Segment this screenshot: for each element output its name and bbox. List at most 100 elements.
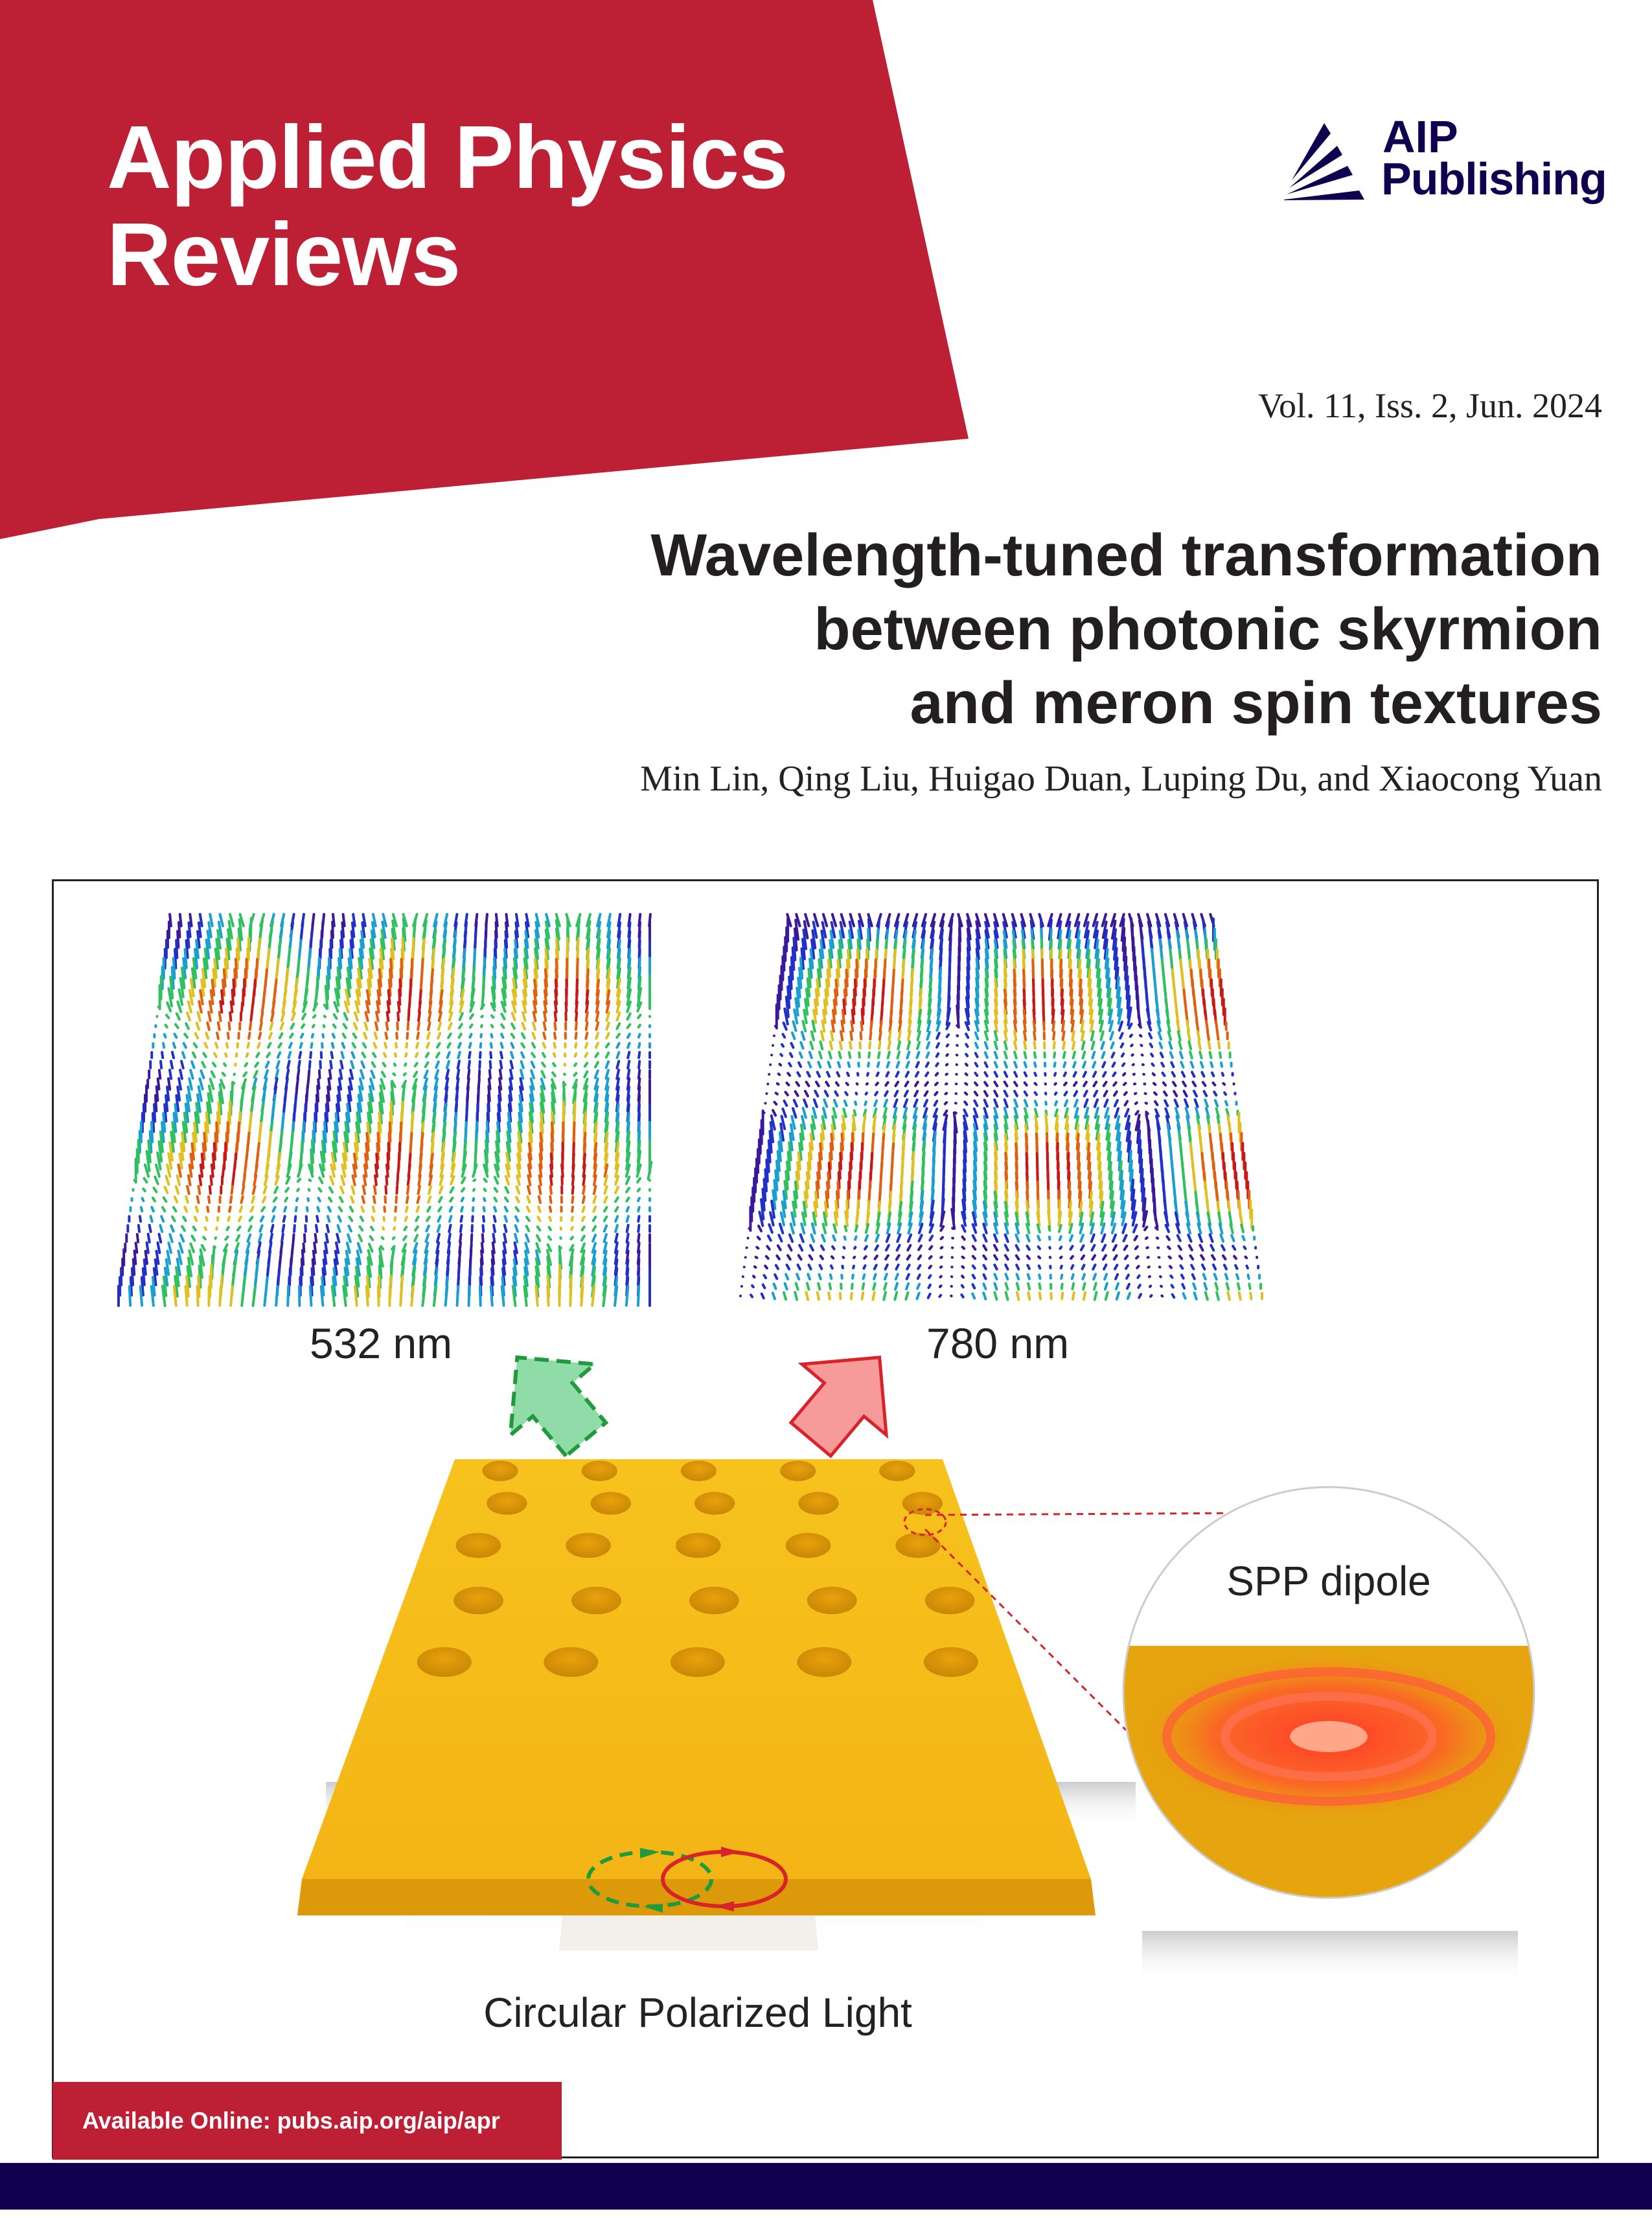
spin-vector	[301, 1000, 308, 1013]
spin-vector	[163, 1103, 168, 1123]
spin-vector	[195, 1021, 200, 1031]
spin-vector	[1070, 1273, 1075, 1280]
spin-vector	[541, 1061, 546, 1068]
spin-vector	[380, 1078, 386, 1091]
spin-vector	[1129, 1034, 1133, 1038]
spin-vector	[625, 1140, 631, 1162]
spin-vector	[916, 1282, 921, 1290]
spin-vector	[514, 1232, 519, 1243]
spin-vector	[1221, 1072, 1225, 1077]
spin-vector	[461, 1150, 467, 1172]
spin-vector	[1073, 1090, 1079, 1098]
spin-vector	[139, 1206, 144, 1213]
spin-vector	[1065, 913, 1072, 927]
spin-vector	[1097, 988, 1102, 1007]
spin-vector	[130, 1267, 135, 1287]
spin-vector	[1013, 1098, 1019, 1108]
spin-vector	[372, 1052, 377, 1058]
spin-vector	[615, 1022, 621, 1030]
spin-vector	[514, 930, 519, 949]
spin-vector	[161, 1206, 166, 1213]
spin-vector	[257, 1032, 262, 1040]
spin-vector	[1097, 1151, 1101, 1171]
spin-vector	[1063, 1091, 1068, 1097]
spin-vector	[132, 1258, 136, 1277]
spin-vector	[1038, 1273, 1042, 1280]
spin-vector	[198, 913, 203, 927]
spin-vector	[791, 946, 796, 971]
spin-vector	[835, 1190, 840, 1209]
spin-vector	[290, 1022, 295, 1030]
spin-vector	[150, 1285, 155, 1307]
spin-vector	[401, 1242, 407, 1253]
journal-title-line2: Reviews	[107, 205, 461, 305]
spin-vector	[1164, 1210, 1169, 1227]
spin-vector	[338, 948, 343, 969]
spin-vector	[923, 1098, 929, 1108]
spin-vector	[1163, 1090, 1168, 1097]
spin-vector	[1015, 1291, 1020, 1301]
spin-vector	[455, 1285, 460, 1307]
spin-vector	[361, 921, 366, 938]
availability-link[interactable]: Available Online: pubs.aip.org/aip/apr	[52, 2082, 562, 2160]
spin-vector	[182, 1216, 187, 1222]
spin-vector	[1033, 1100, 1038, 1107]
spin-vector	[615, 978, 621, 998]
spin-vector	[812, 1107, 818, 1119]
spin-vector	[211, 978, 216, 997]
spin-vector	[781, 1107, 787, 1118]
spin-vector	[1111, 1061, 1116, 1068]
spin-vector	[812, 1211, 817, 1227]
spin-vector	[528, 1131, 533, 1152]
spin-vector	[426, 1032, 431, 1040]
spin-vector	[808, 1254, 814, 1261]
spin-vector	[820, 1030, 825, 1042]
spin-vector	[933, 1100, 939, 1107]
spin-vector	[310, 1276, 314, 1297]
spin-vector	[792, 1190, 797, 1209]
spin-vector	[1107, 997, 1112, 1016]
spin-vector	[1166, 1019, 1171, 1033]
spin-vector	[993, 1115, 999, 1130]
spin-vector	[352, 1163, 357, 1178]
spin-vector	[1102, 1254, 1107, 1261]
spin-vector	[928, 1211, 935, 1227]
spin-vector	[924, 1071, 930, 1078]
spin-vector	[199, 1248, 205, 1267]
spin-vector	[817, 1282, 821, 1291]
spin-vector	[1239, 1211, 1244, 1227]
spin-vector	[534, 1257, 540, 1277]
spin-vector	[220, 989, 225, 1006]
spin-vector	[1116, 986, 1121, 1008]
spin-vector	[365, 989, 371, 1006]
spin-vector	[1063, 1099, 1069, 1107]
spin-vector	[385, 1011, 390, 1022]
spin-vector	[457, 1050, 461, 1059]
spin-vector	[540, 1078, 546, 1091]
spin-vector	[458, 1011, 464, 1021]
spin-vector	[358, 1077, 364, 1091]
spin-vector	[972, 1122, 978, 1142]
spin-vector	[1103, 929, 1108, 950]
spin-vector	[264, 1069, 270, 1080]
spin-vector	[1223, 1091, 1228, 1096]
nanohole	[797, 1647, 852, 1677]
spin-vector	[514, 913, 520, 927]
spin-vector	[483, 1177, 488, 1183]
spin-vector	[376, 989, 381, 1006]
spin-vector	[1013, 1107, 1019, 1119]
spin-vector	[993, 1291, 998, 1301]
spin-vector	[247, 1225, 253, 1232]
spin-vector	[1135, 1255, 1140, 1260]
spin-vector	[805, 988, 810, 1007]
spin-vector	[165, 1258, 170, 1277]
spin-vector	[520, 1060, 525, 1070]
spin-vector	[347, 1085, 352, 1102]
spin-vector	[1023, 1040, 1027, 1050]
spin-vector	[302, 1242, 306, 1253]
spin-vector	[829, 930, 835, 949]
spin-vector	[166, 1249, 172, 1265]
spin-vector	[798, 967, 803, 989]
spin-vector	[1134, 1101, 1138, 1105]
spin-vector	[278, 1032, 284, 1039]
